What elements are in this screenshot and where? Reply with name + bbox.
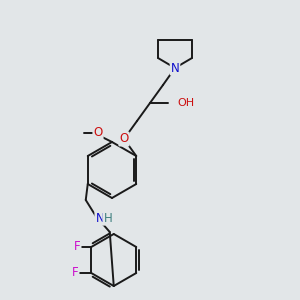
Text: O: O xyxy=(119,133,129,146)
Text: O: O xyxy=(93,127,103,140)
Text: F: F xyxy=(72,266,79,280)
Text: OH: OH xyxy=(177,98,194,108)
Text: H: H xyxy=(103,212,112,224)
Text: N: N xyxy=(95,212,104,224)
Text: N: N xyxy=(171,61,179,74)
Text: F: F xyxy=(74,241,80,254)
